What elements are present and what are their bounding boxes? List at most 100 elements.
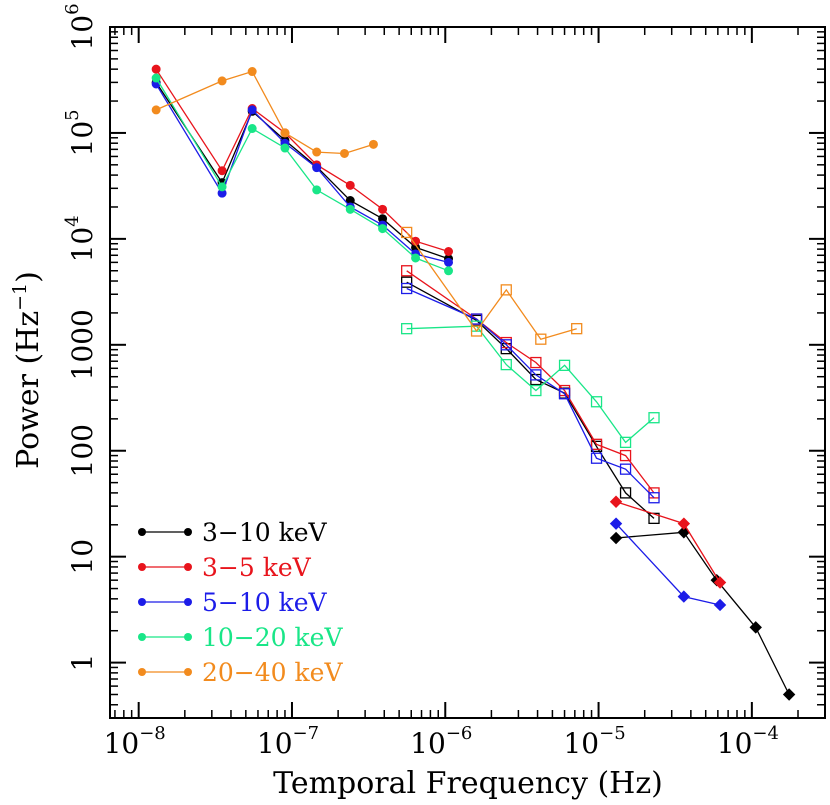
data-point-square [535,333,547,345]
plot-frame [109,26,826,719]
data-point-diamond [609,495,623,508]
data-point-square [619,487,632,499]
y-axis-label: Power (Hz−1) [9,271,46,469]
series-line [615,501,721,583]
data-point-circle [378,224,388,234]
y-tick-label: 106 [62,3,99,50]
data-point-square [500,358,512,371]
x-tick-label: 10−5 [563,723,625,760]
data-point-diamond [677,517,691,530]
x-tick-label: 10−4 [717,723,779,760]
data-point-square [500,284,512,296]
data-point-square [558,359,571,371]
x-tick-label-exponent: −4 [752,723,779,744]
x-tick-label: 10−8 [104,723,166,760]
data-point-circle [444,246,454,256]
legend-item: 3−10 keV [138,518,328,547]
legend-marker-right [184,668,192,676]
y-tick-label: 100 [66,424,99,477]
data-point-square [648,492,660,504]
y-axis-label-text: Power (Hz [11,311,46,469]
y-tick-label: 10 [66,539,99,575]
data-point-square [530,356,542,369]
data-point-circle [444,266,454,276]
data-point-circle [339,148,349,158]
data-point-diamond [749,621,762,634]
series-layer [151,64,796,701]
x-tick-label-base: 10 [563,727,599,760]
legend-label: 10−20 keV [202,623,343,652]
data-point-circle [280,143,290,153]
x-tick-label-exponent: −7 [293,723,320,744]
legend-marker-left [138,633,146,641]
data-point-circle [378,204,388,214]
data-point-diamond [609,531,623,545]
axis-labels-layer: Temporal Frequency (Hz) Power (Hz−1) [9,271,663,801]
data-point-circle [280,128,290,138]
data-point-circle [368,139,378,149]
data-point-square [401,323,413,335]
data-point-square [470,313,483,325]
legend: 3−10 keV 3−5 keV 5−10 keV 10−20 keV 20−40 ke… [138,518,343,687]
series-line [406,281,655,519]
series-line [615,523,721,606]
x-tick-label: 10−7 [257,723,319,760]
y-tick-label-base: 10 [66,15,99,51]
data-point-circle [444,257,454,267]
legend-label: 3−5 keV [202,553,312,582]
data-point-square [619,436,632,449]
y-tick-label: 1 [66,654,99,672]
data-point-circle [151,105,161,115]
y-tick-label: 1000 [66,309,99,380]
data-point-square [558,388,571,400]
series-line [155,83,449,264]
legend-item: 10−20 keV [138,623,343,652]
data-point-square [590,452,603,464]
legend-marker-right [184,563,192,571]
legend-marker-left [138,563,146,571]
x-tick-label-base: 10 [104,727,140,760]
y-tick-label: 104 [62,215,99,262]
series-line [615,531,790,695]
data-point-circle [217,76,227,86]
data-point-square [401,265,413,277]
data-point-circle [247,67,257,77]
data-point-circle [312,147,322,157]
data-point-circle [312,185,322,195]
series-line [406,232,577,340]
x-tick-label-exponent: −8 [139,723,166,744]
data-point-diamond [713,576,727,589]
data-point-circle [312,163,322,173]
data-point-diamond [782,688,796,701]
data-point-circle [151,73,161,83]
series-line [155,68,449,253]
data-point-circle [217,166,227,176]
x-tick-label: 10−6 [410,723,472,760]
y-tick-label-exponent: 5 [62,109,83,120]
x-tick-label-base: 10 [410,727,446,760]
data-point-circle [411,253,421,263]
legend-marker-left [138,528,146,536]
series-line [155,70,374,155]
x-tick-label-exponent: −6 [446,723,473,744]
data-point-square [619,449,632,462]
series-10-20-kev [151,73,660,449]
data-point-square [590,396,603,408]
data-point-circle [345,180,355,190]
data-point-square [571,323,583,335]
data-point-square [590,438,603,450]
data-point-circle [151,64,161,74]
y-tick-label-exponent: 4 [62,215,83,226]
legend-label: 20−40 keV [202,658,343,687]
legend-label: 3−10 keV [202,518,328,547]
data-point-square [530,384,542,397]
data-point-circle [217,182,227,192]
data-point-diamond [677,590,691,603]
data-point-circle [345,204,355,214]
legend-marker-right [184,598,192,606]
y-tick-label-exponent: 6 [62,3,83,14]
data-point-square [619,463,632,475]
data-point-square [401,282,413,295]
data-point-square [648,412,660,424]
